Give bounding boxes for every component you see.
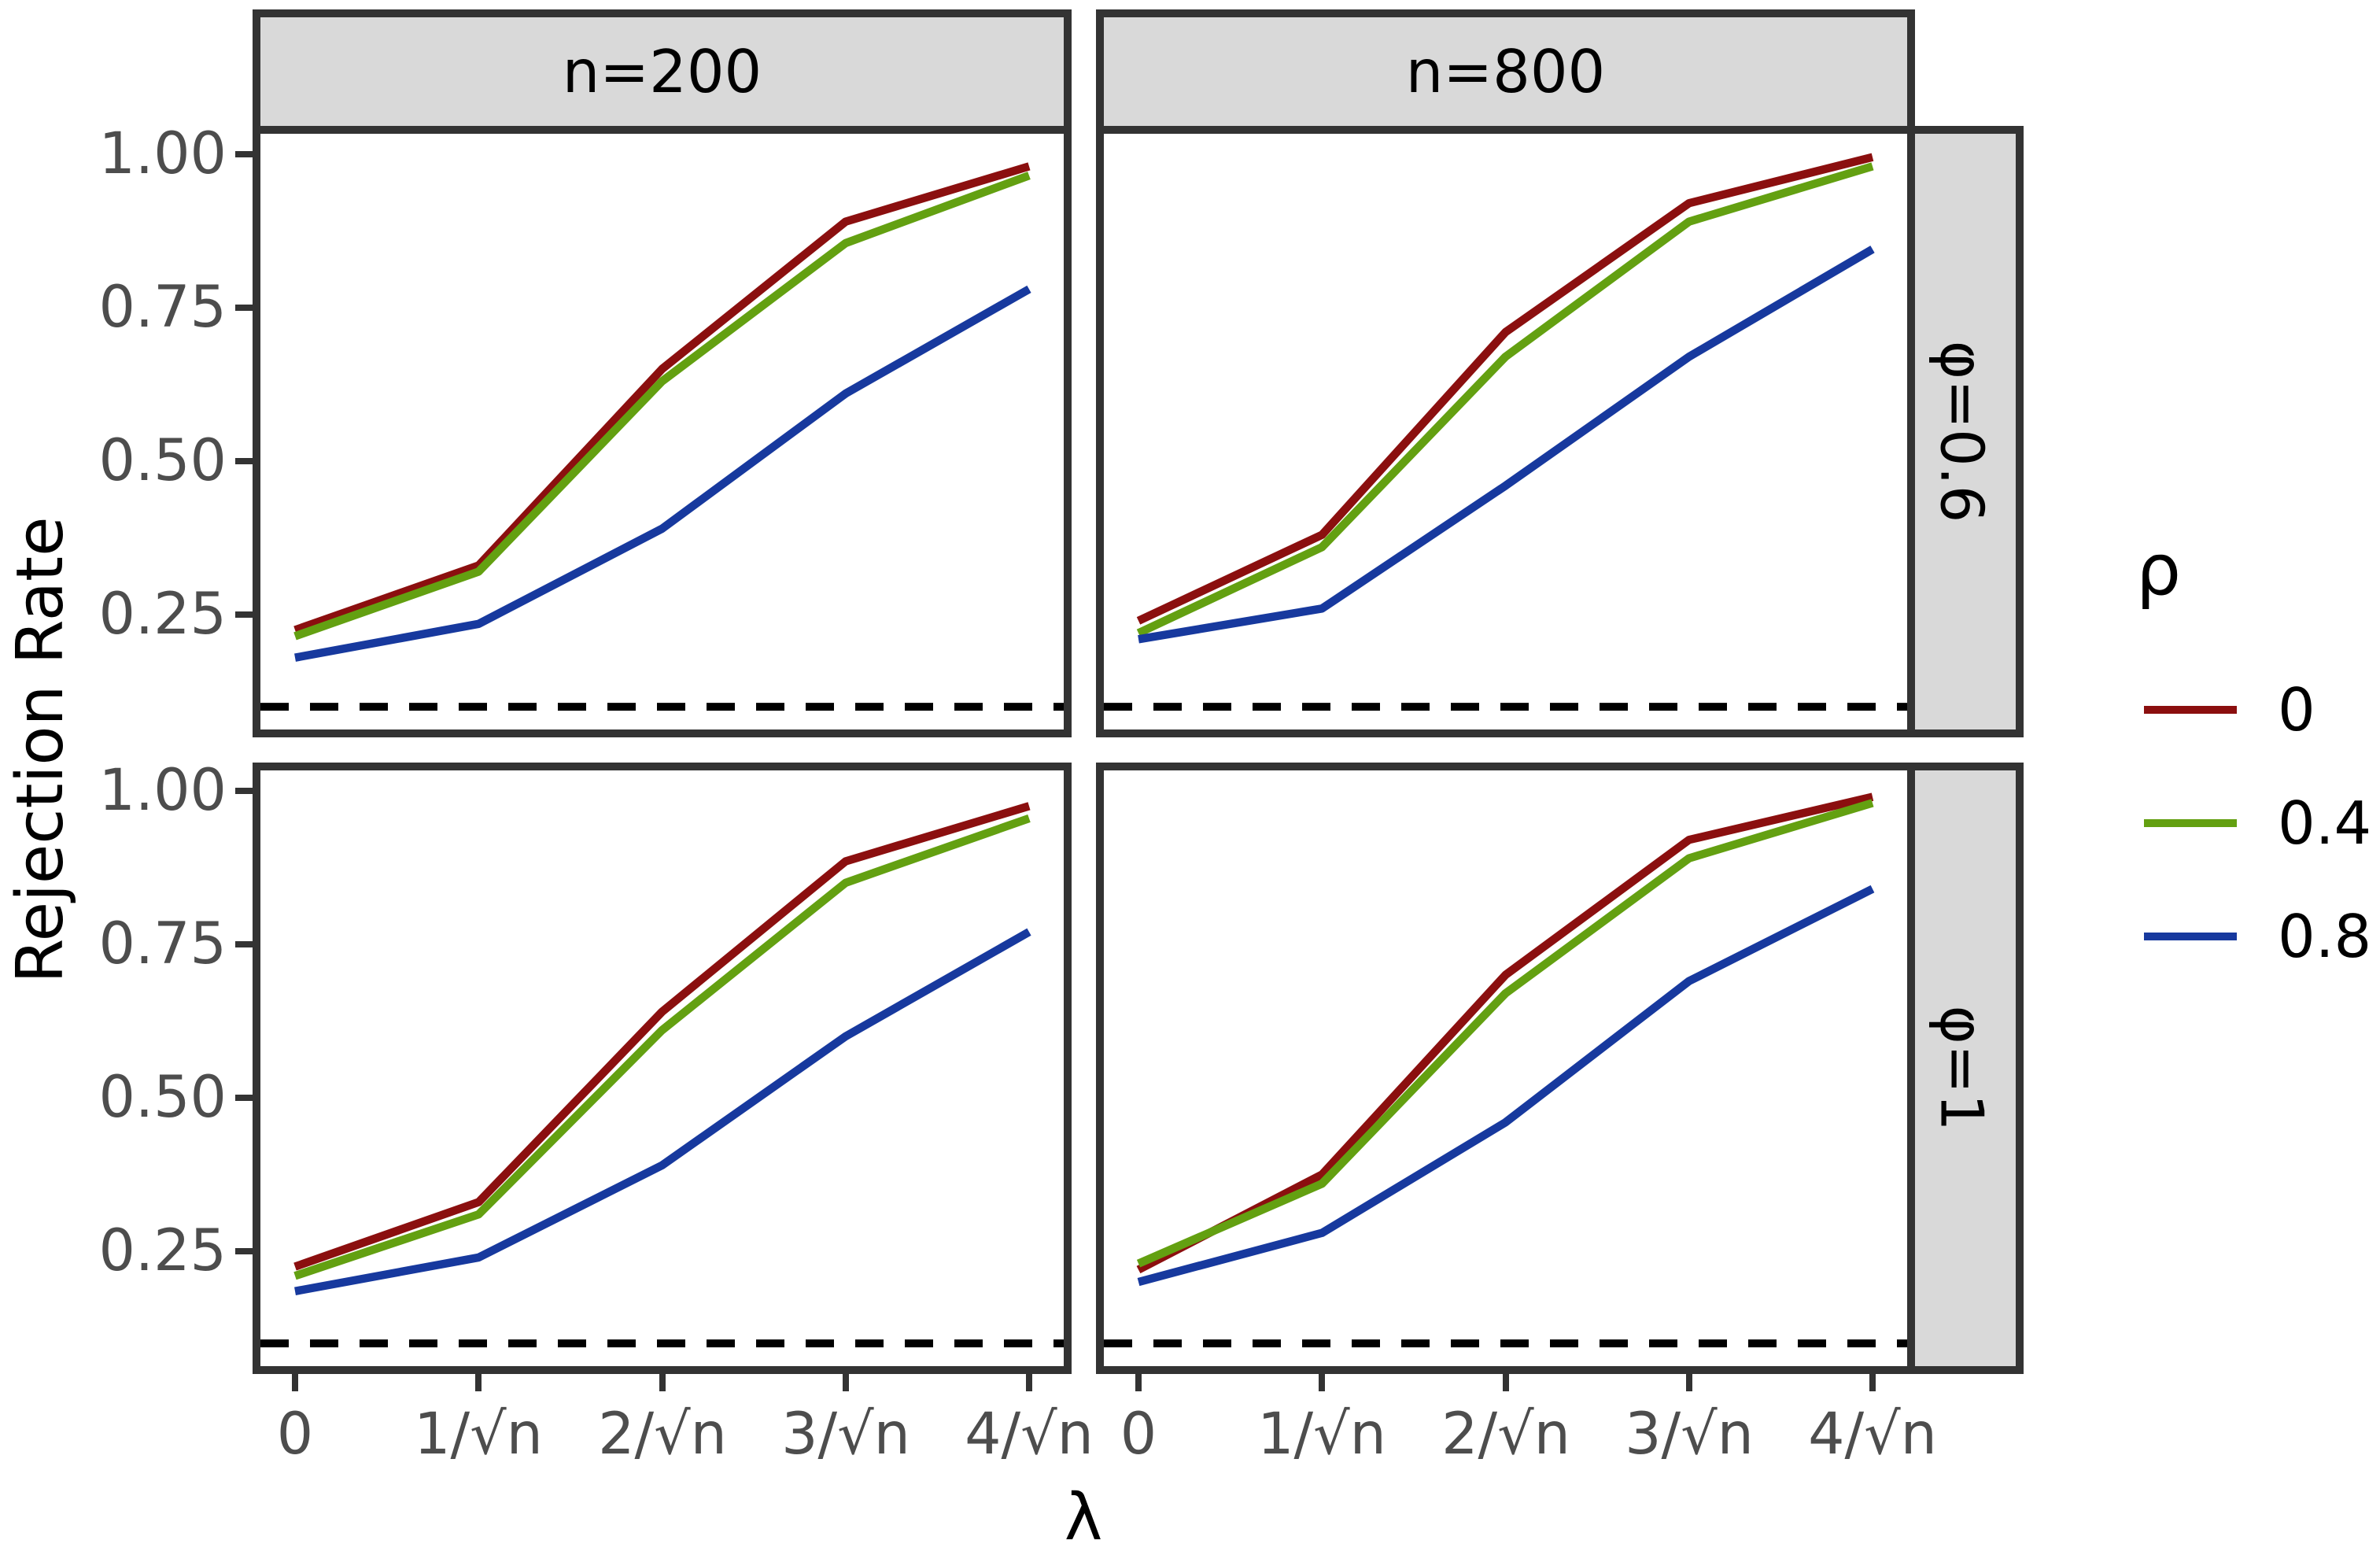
- panel-plot-area: [1104, 792, 1907, 1348]
- legend-title: ρ: [2136, 529, 2182, 611]
- x-tick-mark: [1869, 1374, 1876, 1391]
- legend-item-rho0-label: 0: [2278, 675, 2315, 744]
- x-axis-title: λ: [1064, 1480, 1103, 1555]
- x-tick-mark: [292, 1374, 298, 1391]
- panel-n200-phi06: [253, 126, 1072, 737]
- y-tick-label: 1.00: [98, 120, 227, 187]
- x-tick-mark: [475, 1374, 482, 1391]
- panel-plot-area: [260, 162, 1064, 711]
- panel-n800-phi1: [1096, 763, 1915, 1374]
- series-line-ρ=0: [293, 162, 1031, 634]
- legend: ρ 0 0.4 0.8: [2116, 535, 2380, 976]
- y-tick-mark: [235, 305, 253, 311]
- panel-plot-area: [1104, 153, 1907, 711]
- series-line-ρ=0.8: [294, 928, 1031, 1295]
- x-tick-label: 3/√n: [1625, 1401, 1754, 1468]
- facet-strip-n800: n=800: [1096, 9, 1915, 134]
- y-tick-mark: [235, 788, 253, 794]
- x-tick-label: 3/√n: [781, 1401, 910, 1468]
- x-tick-label: 2/√n: [598, 1401, 727, 1468]
- x-tick-label: 1/√n: [414, 1401, 543, 1468]
- x-tick-label: 1/√n: [1257, 1401, 1386, 1468]
- legend-item-rho04-label: 0.4: [2278, 789, 2372, 858]
- y-tick-mark: [235, 1248, 253, 1254]
- legend-item-rho08: 0.8: [2116, 888, 2380, 982]
- x-tick-mark: [1026, 1374, 1032, 1391]
- series-line-ρ=0.8: [294, 285, 1031, 662]
- series-line-ρ=0.8: [1138, 246, 1875, 644]
- y-tick-label: 0.75: [98, 910, 227, 977]
- series-line-ρ=0.8: [1137, 885, 1875, 1287]
- x-tick-mark: [659, 1374, 666, 1391]
- x-tick-label: 0: [276, 1401, 314, 1468]
- legend-item-rho08-label: 0.8: [2278, 902, 2372, 971]
- series-line-ρ=0.4: [293, 172, 1031, 641]
- facet-strip-n800-label: n=800: [1405, 36, 1606, 106]
- y-tick-mark: [235, 611, 253, 618]
- legend-item-rho04: 0.4: [2116, 774, 2380, 869]
- y-tick-mark: [235, 1095, 253, 1101]
- series-line-ρ=0.4: [1136, 799, 1874, 1268]
- x-tick-mark: [1135, 1374, 1142, 1391]
- series-line-ρ=0: [293, 802, 1031, 1271]
- x-tick-label: 2/√n: [1441, 1401, 1570, 1468]
- panel-n800-phi06: [1096, 126, 1915, 737]
- series-line-ρ=0: [1136, 153, 1874, 625]
- series-line-ρ=0.4: [1136, 162, 1874, 637]
- y-tick-label: 0.50: [98, 1064, 227, 1131]
- x-tick-label: 0: [1120, 1401, 1157, 1468]
- facet-strip-n200-label: n=200: [562, 36, 762, 106]
- y-tick-mark: [235, 458, 253, 464]
- y-tick-mark: [235, 941, 253, 947]
- y-tick-label: 0.75: [98, 274, 227, 341]
- legend-item-rho0: 0: [2116, 661, 2380, 755]
- legend-key-rho08-line: [2144, 933, 2237, 940]
- x-tick-mark: [1686, 1374, 1692, 1391]
- y-tick-label: 0.25: [98, 1217, 227, 1284]
- x-tick-label: 4/√n: [965, 1401, 1094, 1468]
- legend-key-rho0-line: [2144, 706, 2237, 714]
- y-tick-mark: [235, 151, 253, 157]
- panel-n200-phi1: [253, 763, 1072, 1374]
- x-tick-mark: [1319, 1374, 1325, 1391]
- x-tick-label: 4/√n: [1808, 1401, 1937, 1468]
- x-tick-mark: [843, 1374, 849, 1391]
- x-tick-mark: [1503, 1374, 1509, 1391]
- legend-key-rho04-line: [2144, 819, 2237, 827]
- y-tick-label: 0.50: [98, 427, 227, 494]
- y-tick-label: 0.25: [98, 581, 227, 648]
- series-line-ρ=0.4: [293, 814, 1031, 1280]
- panel-plot-area: [260, 802, 1064, 1348]
- y-tick-label: 1.00: [98, 757, 227, 824]
- facet-strip-n200: n=200: [253, 9, 1072, 134]
